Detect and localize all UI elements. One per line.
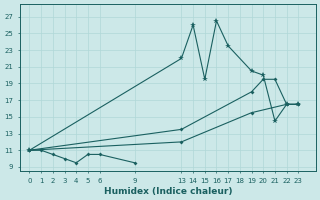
X-axis label: Humidex (Indice chaleur): Humidex (Indice chaleur) (104, 187, 232, 196)
